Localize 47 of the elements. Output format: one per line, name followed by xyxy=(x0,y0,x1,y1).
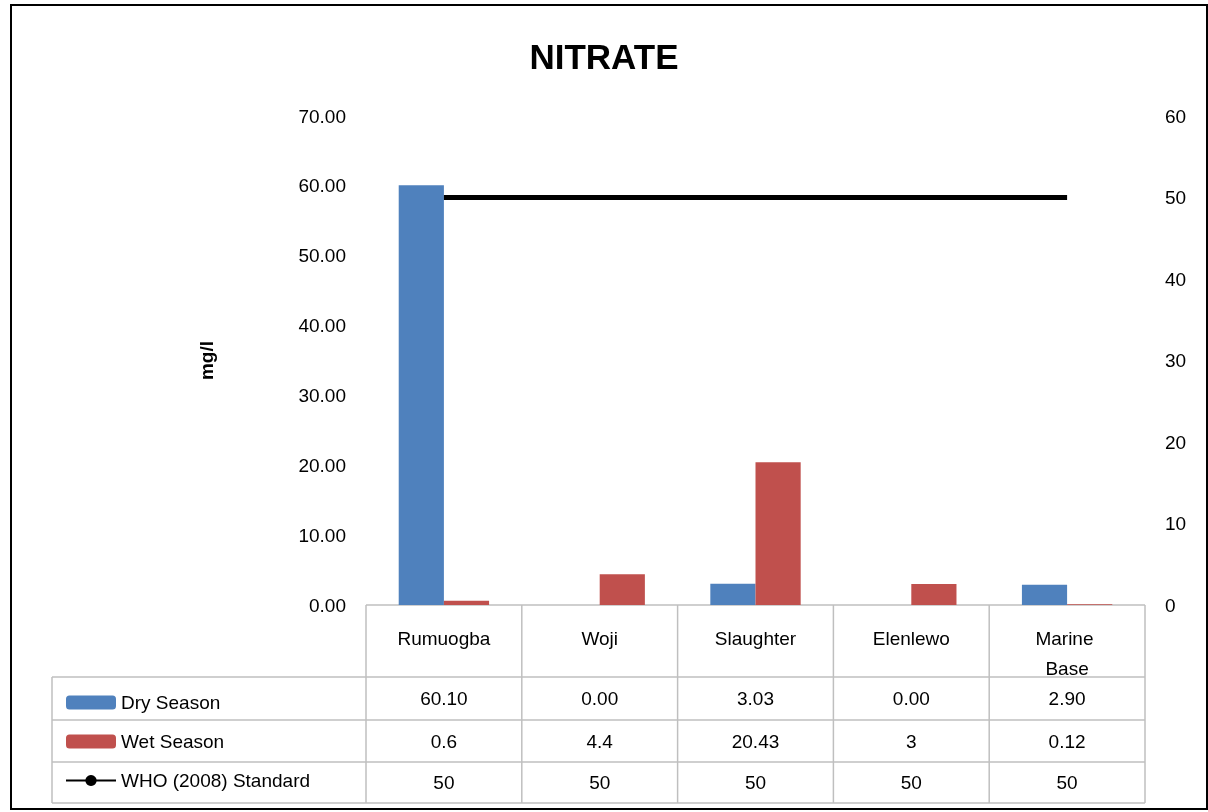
data-label: 50 xyxy=(589,772,611,793)
y-tick-label: 50.00 xyxy=(298,245,346,267)
data-label: 0.12 xyxy=(1048,730,1086,752)
data-label: 50 xyxy=(744,772,767,793)
data-label: 50 xyxy=(433,772,455,793)
y-tick-label: 30.00 xyxy=(298,384,346,406)
y2-tick-label: 60 xyxy=(1165,105,1187,127)
bar xyxy=(443,600,490,605)
data-label: 3.03 xyxy=(737,688,774,709)
y2-tick-label: 40 xyxy=(1165,268,1187,290)
data-label: 60.10 xyxy=(420,688,468,709)
data-label: 0.6 xyxy=(430,730,458,752)
y2-tick-label: 10 xyxy=(1165,513,1187,534)
bar xyxy=(398,185,444,605)
y-tick-label: 0.00 xyxy=(309,594,346,616)
chart-title: NITRATE xyxy=(529,37,679,76)
data-label: 50 xyxy=(1056,772,1078,793)
data-label: 0.00 xyxy=(581,688,619,709)
data-label: 3 xyxy=(906,730,917,752)
y2-tick-label: 50 xyxy=(1165,187,1187,208)
legend-label: Wet Season xyxy=(121,731,225,752)
x-tick-label: Woji xyxy=(581,627,618,649)
y-axis-title: mg/l xyxy=(196,340,217,381)
x-tick-label: Slaughter xyxy=(714,627,797,649)
bar xyxy=(755,462,801,605)
y-tick-label: 60.00 xyxy=(298,175,346,197)
y-tick-label: 40.00 xyxy=(298,315,346,337)
x-tick-label: Rumuogba xyxy=(397,627,491,649)
data-label: 0.00 xyxy=(892,688,930,709)
legend-label: WHO (2008) Standard xyxy=(121,770,311,791)
data-label: 2.90 xyxy=(1048,688,1086,709)
bar xyxy=(1021,584,1068,605)
data-label: 4.4 xyxy=(586,730,614,752)
x-tick-label: Elenlewo xyxy=(872,627,950,649)
legend-label: Dry Season xyxy=(121,692,221,713)
bar xyxy=(911,584,957,605)
data-label: 50 xyxy=(900,772,922,793)
x-tick-label: Marine Base xyxy=(1035,627,1099,679)
y-tick-label: 70.00 xyxy=(298,105,346,127)
y2-tick-label: 20 xyxy=(1165,431,1187,453)
bar xyxy=(599,574,645,605)
y-tick-label: 20.00 xyxy=(298,454,346,476)
y2-tick-label: 0 xyxy=(1165,594,1176,616)
y2-tick-label: 30 xyxy=(1165,350,1187,371)
bar xyxy=(710,583,756,605)
y-tick-label: 10.00 xyxy=(298,524,346,546)
data-label: 20.43 xyxy=(731,730,780,752)
